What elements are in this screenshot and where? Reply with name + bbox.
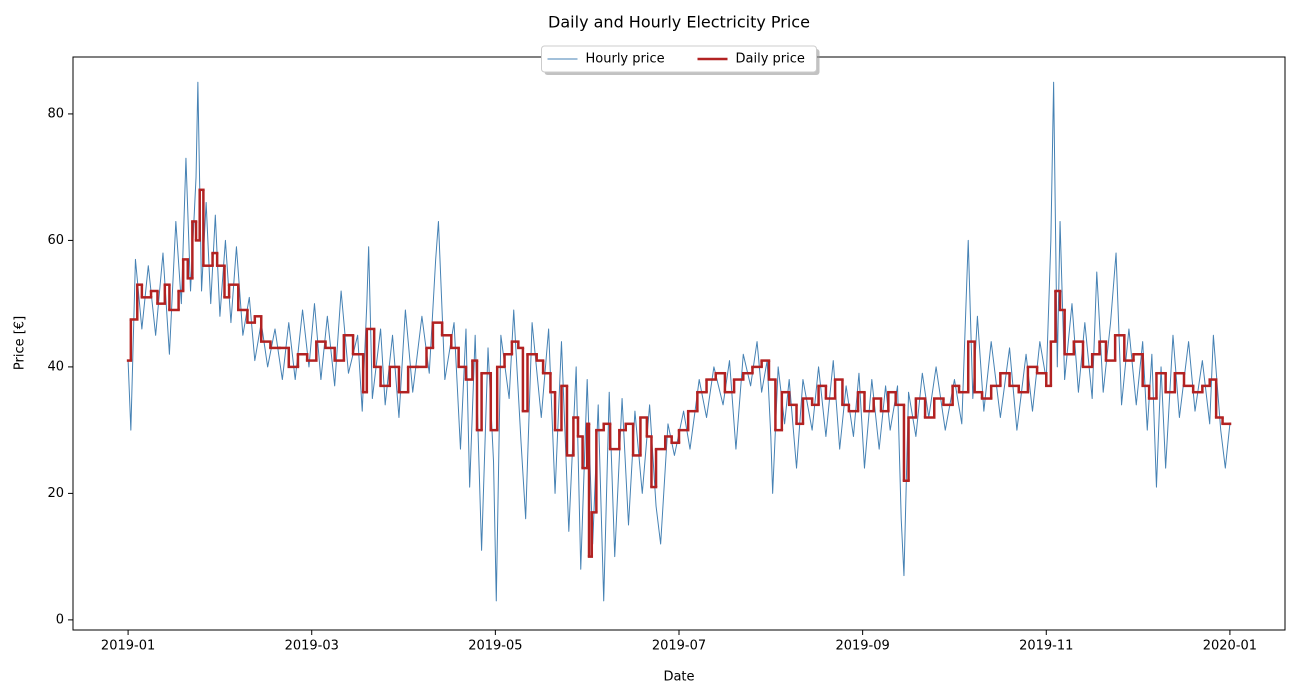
- legend-label: Daily price: [736, 52, 805, 67]
- plot-area: [126, 81, 1232, 602]
- y-tick-label: 40: [47, 359, 64, 374]
- legend-label: Hourly price: [586, 52, 665, 67]
- y-tick-label: 0: [56, 612, 64, 627]
- y-axis-label: Price [€]: [13, 316, 28, 370]
- y-tick-label: 20: [47, 486, 64, 501]
- x-tick-label: 2019-09: [835, 639, 889, 654]
- x-tick-label: 2020-01: [1203, 639, 1257, 654]
- x-axis-label: Date: [663, 670, 694, 685]
- x-tick-label: 2019-03: [285, 639, 339, 654]
- chart-title: Daily and Hourly Electricity Price: [548, 13, 810, 32]
- x-tick-label: 2019-11: [1019, 639, 1073, 654]
- legend-box: [541, 45, 817, 73]
- legend: Hourly price Daily price: [541, 45, 820, 75]
- x-tick-label: 2019-07: [652, 639, 706, 654]
- plot-frame: [72, 56, 1286, 631]
- axes: 2019-01 2019-03 2019-05 2019-07 2019-09 2019-…: [47, 106, 1257, 653]
- x-tick-label: 2019-01: [101, 639, 155, 654]
- y-tick-label: 80: [47, 106, 64, 121]
- series-line: [127, 81, 1231, 602]
- y-tick-label: 60: [47, 233, 64, 248]
- x-tick-label: 2019-05: [468, 639, 522, 654]
